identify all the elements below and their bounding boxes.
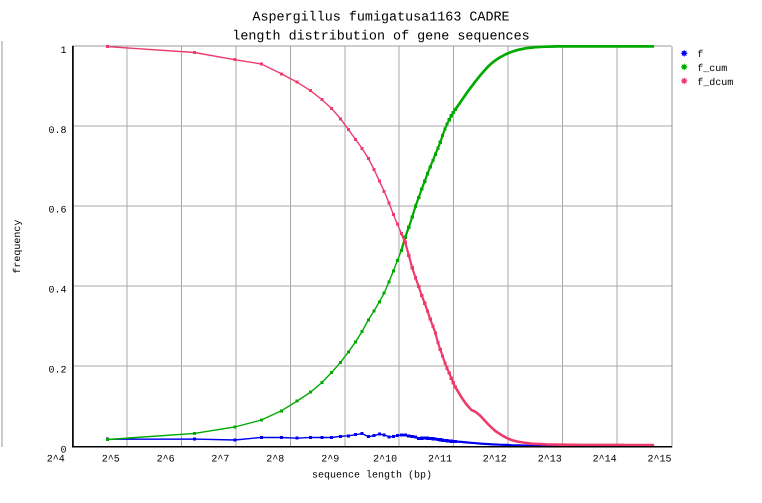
- svg-text:1: 1: [60, 46, 66, 57]
- svg-text:0: 0: [60, 446, 66, 457]
- svg-text:0.6: 0.6: [48, 206, 66, 217]
- svg-text:2^11: 2^11: [428, 455, 452, 466]
- svg-text:f_cum: f_cum: [697, 63, 727, 75]
- svg-text:0.2: 0.2: [48, 366, 66, 377]
- svg-text:2^5: 2^5: [102, 455, 120, 466]
- svg-text:2^7: 2^7: [211, 455, 229, 466]
- svg-text:2^12: 2^12: [483, 455, 507, 466]
- svg-text:Aspergillus fumigatusa1163 CAD: Aspergillus fumigatusa1163 CADRE: [252, 11, 509, 26]
- svg-text:frequency: frequency: [12, 220, 24, 274]
- svg-text:2^9: 2^9: [321, 455, 339, 466]
- svg-text:length distribution of gene se: length distribution of gene sequences: [232, 30, 529, 45]
- svg-text:0.4: 0.4: [48, 286, 66, 297]
- svg-text:sequence length (bp): sequence length (bp): [312, 470, 432, 482]
- svg-text:f: f: [697, 49, 703, 61]
- svg-text:0.8: 0.8: [48, 126, 66, 137]
- svg-text:2^14: 2^14: [593, 455, 617, 466]
- svg-text:2^8: 2^8: [266, 455, 284, 466]
- svg-text:2^4: 2^4: [47, 455, 65, 466]
- svg-text:f_dcum: f_dcum: [697, 77, 733, 89]
- svg-text:2^15: 2^15: [647, 455, 671, 466]
- svg-text:2^10: 2^10: [373, 455, 397, 466]
- svg-text:2^6: 2^6: [157, 455, 175, 466]
- svg-text:2^13: 2^13: [538, 455, 562, 466]
